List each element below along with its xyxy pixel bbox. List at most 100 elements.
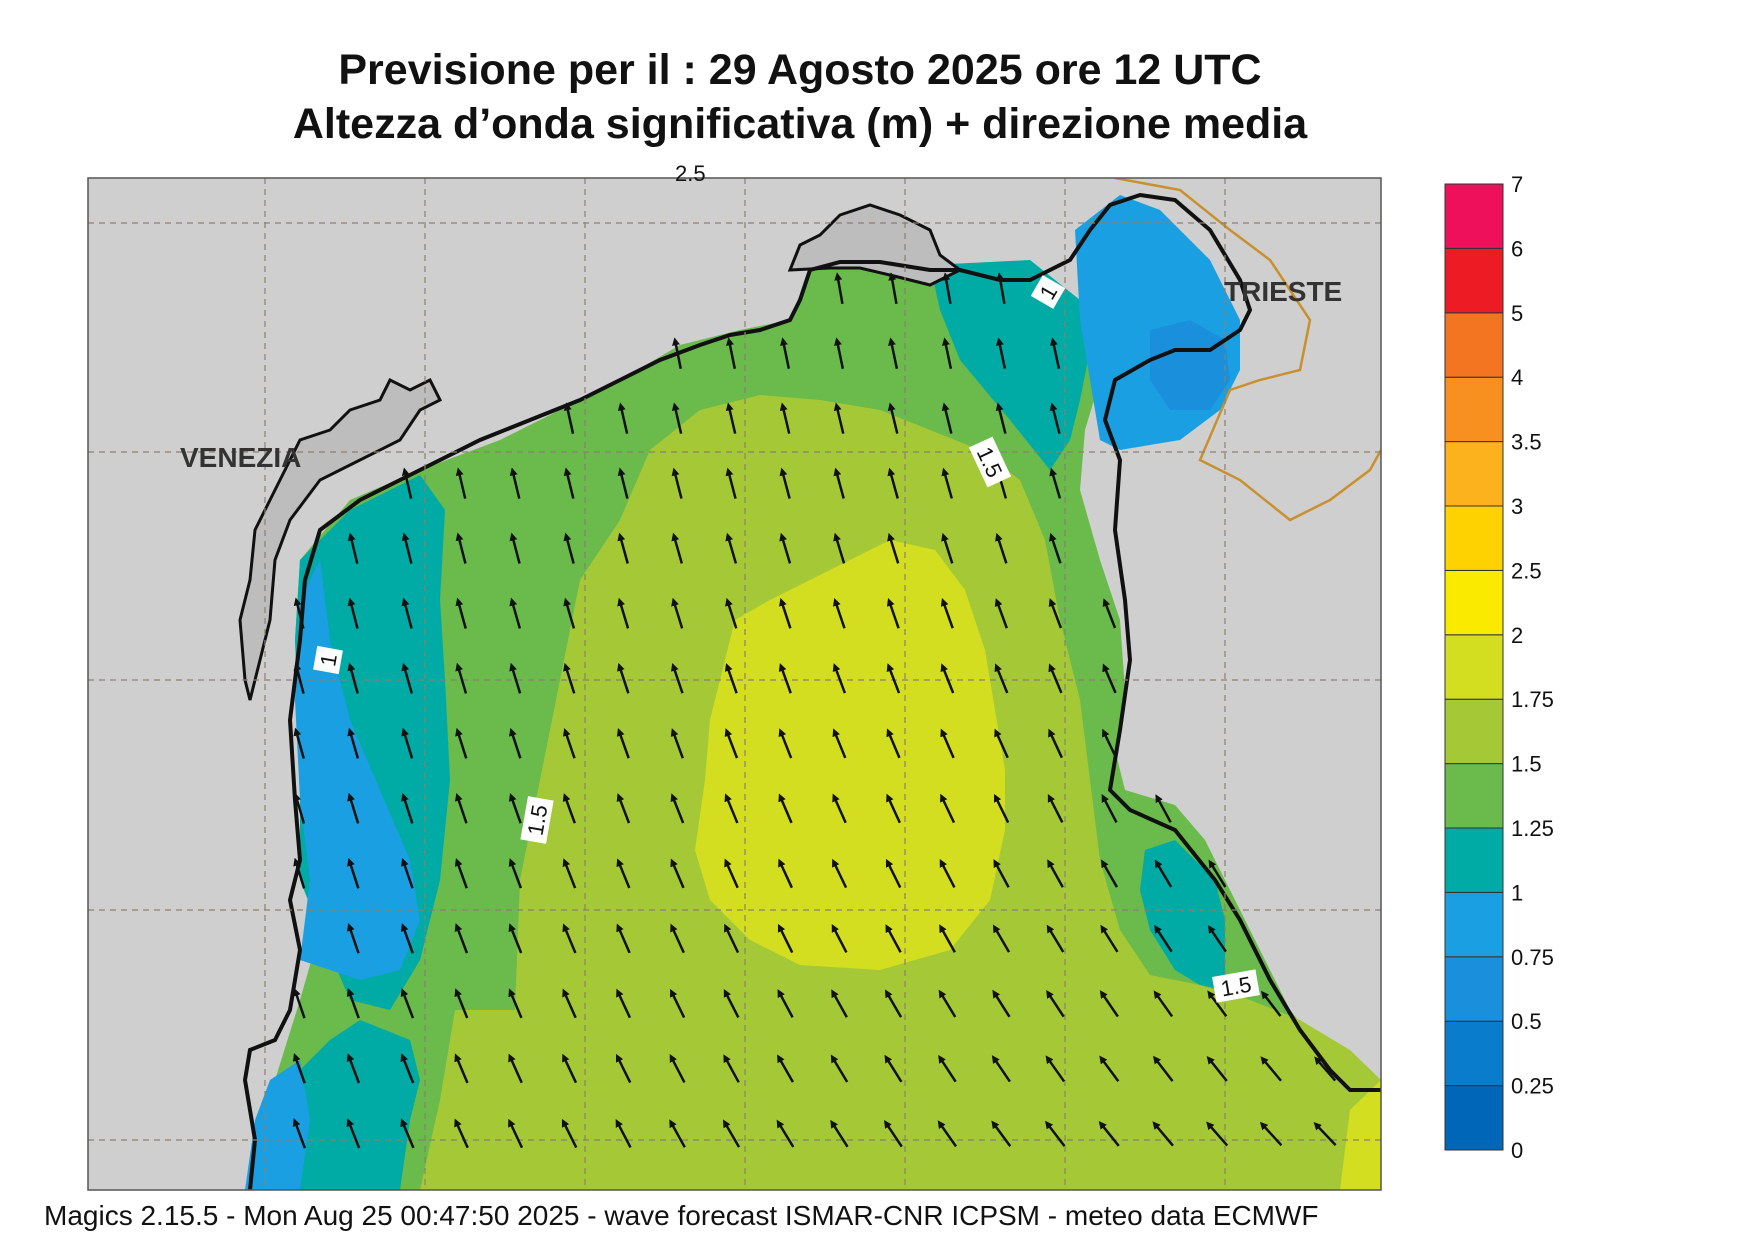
wave-direction-arrow [292,1053,306,1084]
legend-swatch [1444,698,1504,765]
wave-direction-arrow [832,663,847,694]
venice-lagoon-land [238,377,443,701]
wave-direction-arrow [726,337,737,369]
wave-direction-arrow [1102,598,1117,629]
wave-direction-arrow [616,793,631,824]
wave-direction-arrow [941,402,953,434]
sea-zone-blue-west [245,560,420,1190]
wave-direction-arrow [992,989,1011,1018]
wave-direction-arrow [1049,402,1061,434]
wave-direction-arrow [670,793,685,824]
wave-direction-arrow [833,597,846,629]
wave-direction-arrow [884,989,903,1018]
wave-direction-arrow [834,337,845,369]
place-label-trieste: TRIESTE [1224,276,1342,307]
wave-direction-arrow [400,988,415,1019]
wave-direction-arrow [779,597,792,629]
wave-direction-arrow [563,662,576,694]
wave-direction-arrow [887,467,899,499]
wave-direction-arrow [778,858,794,889]
wave-direction-arrow [563,597,576,629]
wave-direction-arrow [1208,859,1227,888]
wave-direction-arrow [1048,598,1063,629]
wave-direction-arrow [509,467,521,499]
wave-direction-arrow [888,337,899,369]
contour-label-text: 1.5 [1219,972,1253,1002]
wave-direction-arrow [669,1119,686,1148]
wave-direction-arrows [292,272,1337,1149]
wave-direction-arrow [508,1118,524,1149]
wave-direction-arrow [886,663,901,694]
wave-direction-arrow [508,793,522,824]
wave-direction-arrow [562,1053,578,1084]
legend-level-label: 7 [1511,172,1523,197]
wave-direction-arrow [937,1120,958,1148]
wave-direction-arrow [778,663,792,694]
wave-direction-arrow [777,1054,795,1083]
wave-direction-arrow [1207,925,1227,953]
wave-direction-arrow [1048,663,1063,694]
wave-direction-arrow [670,988,686,1019]
legend-swatch [1444,1085,1504,1151]
wave-direction-arrow [617,662,630,694]
map-frame [87,177,1382,1191]
wave-direction-arrow [832,793,847,824]
wave-direction-arrow [1153,990,1174,1018]
wave-direction-arrow [940,663,955,694]
legend-swatch [1444,569,1504,636]
wave-direction-arrow [454,858,468,889]
wave-direction-arrow [887,532,900,564]
wave-direction-arrow [831,989,848,1018]
wave-direction-arrow [940,793,956,824]
wave-direction-arrow [1099,990,1119,1018]
wave-direction-arrow [562,988,577,1019]
wave-direction-arrow [400,857,414,889]
wave-direction-arrow [939,924,956,953]
wave-direction-arrow [940,728,955,759]
wave-direction-arrow [671,402,683,434]
wave-direction-arrow [885,858,902,889]
wave-direction-arrow [509,532,521,564]
legend-level-label: 6 [1511,236,1523,261]
wave-direction-arrow [779,402,791,434]
legend-swatch [1444,634,1504,700]
wave-direction-arrow [1045,1055,1066,1083]
contour-label-1.5-east: 1.5 [1212,969,1260,1003]
wave-direction-arrow [562,858,577,889]
wave-direction-arrow [401,727,414,759]
wave-direction-arrow [347,662,359,694]
legend-labels: 0 0.25 0.5 0.75 1 1.25 1.5 1.75 2 2.5 3 3.5 4 5 6 7 [1511,172,1554,1163]
legend-level-label: 0.5 [1511,1009,1542,1034]
wave-direction-arrow [563,532,575,564]
legend-swatch [1444,956,1504,1022]
wave-direction-arrow [1152,1121,1174,1147]
wave-direction-arrow [996,337,1007,369]
wave-direction-arrow [1153,1055,1174,1082]
wave-direction-arrow [833,402,845,434]
wave-direction-arrow [563,467,575,499]
legend-swatch [1444,505,1504,571]
wave-direction-arrow [1098,1120,1120,1147]
wave-direction-arrow [617,467,629,499]
wave-direction-arrow [1102,663,1117,694]
wave-direction-arrow [401,532,413,564]
wave-direction-arrow [885,924,902,953]
wave-direction-arrow [995,402,1007,434]
wave-direction-arrow [671,597,684,629]
legend-swatch [1444,183,1504,249]
wave-direction-arrow [617,402,629,434]
wave-direction-arrow [938,1054,957,1083]
wave-direction-arrow [1100,924,1119,953]
wave-direction-arrow [670,923,685,954]
wave-direction-arrow [780,337,791,369]
legend-level-label: 4 [1511,365,1523,390]
wave-direction-arrow [939,859,956,889]
map-title: Previsione per il : 29 Agosto 2025 ore 1… [338,46,1262,94]
graticule [88,178,1381,1190]
wave-direction-arrow [995,532,1008,564]
wave-direction-arrow [831,924,848,954]
wave-direction-arrow [1047,859,1064,888]
wave-direction-arrow [347,532,359,564]
wave-direction-arrow [833,467,845,499]
